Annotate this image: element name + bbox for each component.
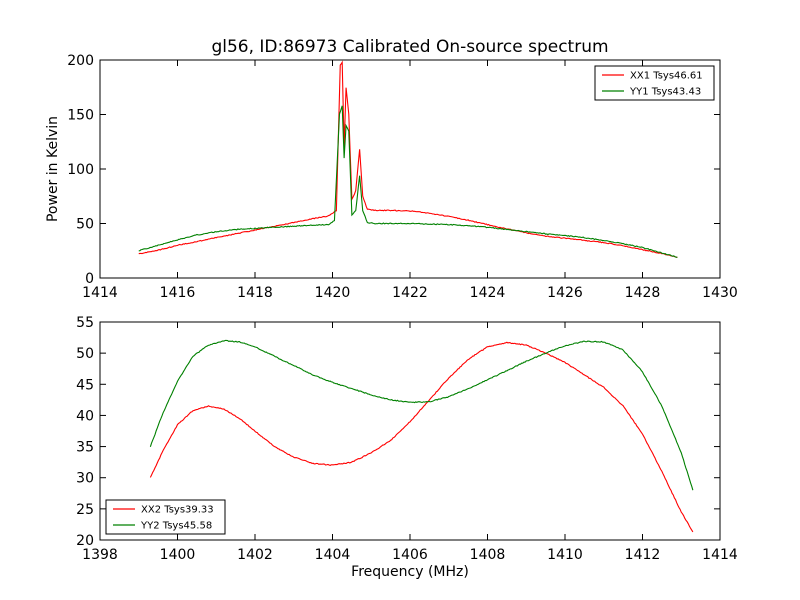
- top-plot-area: [138, 60, 678, 258]
- bottom-ytick-label-2: 30: [76, 471, 94, 487]
- bottom-ytick-label-1: 25: [76, 502, 94, 518]
- top-plot: Power in Kelvin 1414 1416 1418 1420 1422 1424…: [45, 53, 738, 301]
- bottom-xtick-label-2: 1402: [237, 547, 273, 563]
- bottom-plot-xlabel: Frequency (MHz): [351, 564, 469, 580]
- bottom-plot-frame: [99, 321, 721, 541]
- top-xtick-label-0: 1414: [82, 285, 118, 301]
- top-xtick-label-5: 1424: [470, 285, 506, 301]
- top-ytick-label-1: 50: [76, 217, 94, 233]
- top-ytick-label-3: 150: [67, 108, 94, 124]
- bottom-series-line-1: [149, 339, 694, 491]
- top-ytick-label-0: 0: [85, 271, 94, 287]
- top-plot-ylabel: Power in Kelvin: [45, 116, 61, 222]
- top-xtick-label-3: 1420: [315, 285, 351, 301]
- bottom-xtick-label-1: 1400: [160, 547, 196, 563]
- bottom-plot-ticks: 1398 1400 1402 1404 1406 1408 1410 1412 1414 20 25…: [76, 315, 738, 563]
- top-plot-ticks: 1414 1416 1418 1420 1422 1424 1426 1428 1430 0 50 1…: [67, 53, 738, 301]
- top-series-line-0: [138, 60, 678, 258]
- top-legend-label-yy1: YY1 Tsys43.43: [629, 87, 701, 98]
- bottom-ytick-label-3: 35: [76, 440, 94, 456]
- bottom-legend-label-xx2: XX2 Tsys39.33: [141, 505, 214, 516]
- top-xtick-label-1: 1416: [160, 285, 196, 301]
- bottom-xtick-label-4: 1406: [392, 547, 428, 563]
- bottom-plot: 1398 1400 1402 1404 1406 1408 1410 1412 1414 20 25…: [76, 315, 738, 580]
- bottom-series-line-0: [149, 341, 694, 533]
- top-xtick-label-4: 1422: [392, 285, 428, 301]
- top-xtick-label-8: 1430: [702, 285, 738, 301]
- top-ytick-label-2: 100: [67, 162, 94, 178]
- top-ytick-label-4: 200: [67, 53, 94, 69]
- top-legend-label-xx1: XX1 Tsys46.61: [630, 71, 703, 82]
- top-legend-box: [594, 65, 715, 101]
- top-legend: XX1 Tsys46.61 YY1 Tsys43.43: [594, 65, 715, 101]
- bottom-ytick-label-6: 50: [76, 346, 94, 362]
- bottom-ytick-label-0: 20: [76, 533, 94, 549]
- bottom-xtick-label-0: 1398: [82, 547, 118, 563]
- bottom-ytick-label-4: 40: [76, 408, 94, 424]
- bottom-ytick-label-7: 55: [76, 315, 94, 331]
- bottom-xtick-label-8: 1414: [702, 547, 738, 563]
- bottom-xtick-label-3: 1404: [315, 547, 351, 563]
- bottom-xtick-label-7: 1412: [625, 547, 661, 563]
- bottom-ytick-label-5: 45: [76, 377, 94, 393]
- bottom-xtick-label-5: 1408: [470, 547, 506, 563]
- bottom-legend-box: [105, 499, 226, 535]
- top-xtick-label-2: 1418: [237, 285, 273, 301]
- top-plot-frame: [99, 59, 721, 279]
- bottom-xtick-label-6: 1410: [547, 547, 583, 563]
- top-xtick-label-7: 1428: [625, 285, 661, 301]
- bottom-legend-label-yy2: YY2 Tsys45.58: [140, 521, 212, 532]
- top-xtick-label-6: 1426: [547, 285, 583, 301]
- top-series-line-1: [138, 105, 678, 258]
- bottom-plot-area: [149, 339, 694, 533]
- chart-title: gl56, ID:86973 Calibrated On-source spec…: [211, 37, 608, 57]
- bottom-legend: XX2 Tsys39.33 YY2 Tsys45.58: [105, 499, 226, 535]
